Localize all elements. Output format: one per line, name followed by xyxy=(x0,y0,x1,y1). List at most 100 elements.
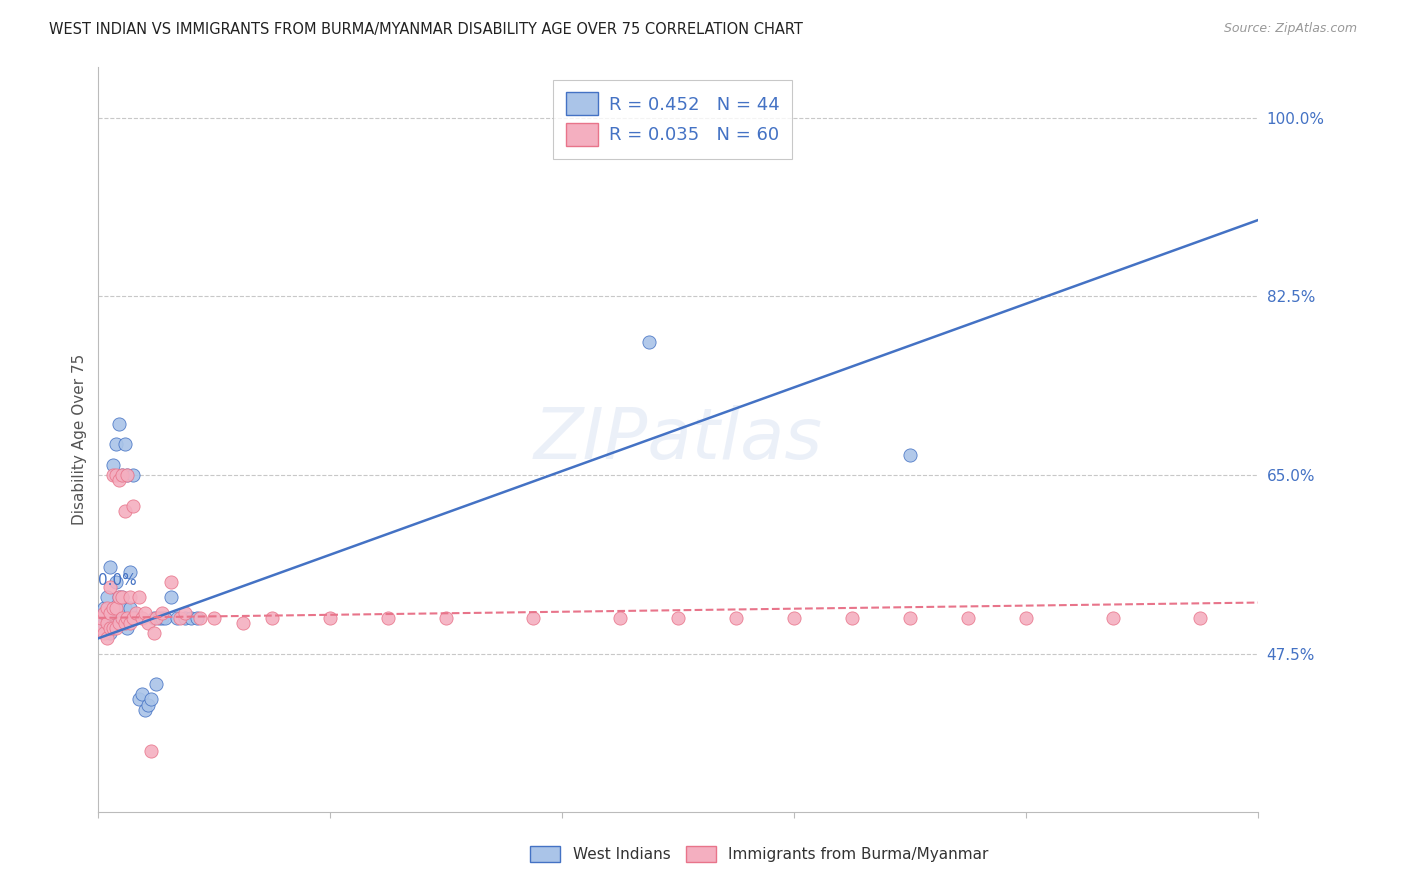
Point xyxy=(117,468,139,483)
Point xyxy=(139,692,162,706)
Point xyxy=(93,615,115,630)
Point xyxy=(101,615,124,630)
Point xyxy=(131,687,153,701)
Point xyxy=(93,626,115,640)
Point xyxy=(436,611,458,625)
Point xyxy=(104,621,127,635)
Point xyxy=(262,611,284,625)
Point xyxy=(725,611,748,625)
Point xyxy=(122,611,145,625)
Point xyxy=(117,468,139,483)
Point xyxy=(93,606,115,620)
Point xyxy=(122,611,145,625)
Point xyxy=(319,611,342,625)
Point xyxy=(104,611,127,625)
Point xyxy=(120,615,142,630)
Point xyxy=(101,458,124,472)
Point xyxy=(90,621,112,635)
Point xyxy=(96,591,118,605)
Point xyxy=(188,611,211,625)
Point xyxy=(841,611,863,625)
Point xyxy=(117,611,139,625)
Point xyxy=(104,437,127,451)
Point xyxy=(114,504,136,518)
Point xyxy=(232,615,254,630)
Point xyxy=(101,468,124,483)
Point xyxy=(145,611,167,625)
Point xyxy=(148,611,170,625)
Point xyxy=(160,591,183,605)
Point xyxy=(111,611,132,625)
Point xyxy=(120,600,142,615)
Point xyxy=(900,448,922,462)
Legend: R = 0.452   N = 44, R = 0.035   N = 60: R = 0.452 N = 44, R = 0.035 N = 60 xyxy=(553,79,792,159)
Point xyxy=(117,621,139,635)
Point xyxy=(107,591,129,605)
Point xyxy=(136,615,159,630)
Point xyxy=(174,611,197,625)
Point xyxy=(96,615,118,630)
Point xyxy=(111,591,132,605)
Point xyxy=(134,703,156,717)
Point xyxy=(96,632,118,646)
Point xyxy=(98,626,121,640)
Point xyxy=(609,611,631,625)
Point xyxy=(114,437,136,451)
Point xyxy=(128,591,150,605)
Point xyxy=(957,611,980,625)
Text: WEST INDIAN VS IMMIGRANTS FROM BURMA/MYANMAR DISABILITY AGE OVER 75 CORRELATION : WEST INDIAN VS IMMIGRANTS FROM BURMA/MYA… xyxy=(49,22,803,37)
Point xyxy=(98,606,121,620)
Point xyxy=(111,611,132,625)
Point xyxy=(125,611,148,625)
Point xyxy=(96,600,118,615)
Point xyxy=(128,692,150,706)
Point xyxy=(1015,611,1038,625)
Point xyxy=(107,615,129,630)
Legend: West Indians, Immigrants from Burma/Myanmar: West Indians, Immigrants from Burma/Myan… xyxy=(523,840,995,868)
Point xyxy=(111,468,132,483)
Point xyxy=(131,611,153,625)
Point xyxy=(150,606,173,620)
Point xyxy=(638,335,661,350)
Point xyxy=(114,615,136,630)
Point xyxy=(134,606,156,620)
Point xyxy=(666,611,689,625)
Point xyxy=(98,559,121,574)
Point xyxy=(153,611,176,625)
Point xyxy=(174,606,197,620)
Point xyxy=(98,621,121,635)
Point xyxy=(783,611,806,625)
Point xyxy=(900,611,922,625)
Point xyxy=(160,575,183,590)
Point xyxy=(98,580,121,594)
Point xyxy=(90,611,112,625)
Y-axis label: Disability Age Over 75: Disability Age Over 75 xyxy=(72,354,87,524)
Point xyxy=(169,611,191,625)
Point xyxy=(166,611,188,625)
Point xyxy=(90,611,112,625)
Point xyxy=(96,621,118,635)
Point xyxy=(204,611,226,625)
Point xyxy=(107,473,129,487)
Point xyxy=(98,606,121,620)
Point xyxy=(93,600,115,615)
Point xyxy=(107,417,129,431)
Point xyxy=(111,591,132,605)
Point xyxy=(522,611,544,625)
Point xyxy=(122,468,145,483)
Point xyxy=(1102,611,1125,625)
Point xyxy=(142,611,165,625)
Point xyxy=(101,600,124,615)
Point xyxy=(120,591,142,605)
Point xyxy=(136,698,159,712)
Point xyxy=(125,606,148,620)
Point xyxy=(101,621,124,635)
Point xyxy=(180,611,202,625)
Point xyxy=(142,626,165,640)
Point xyxy=(122,499,145,513)
Point xyxy=(150,611,173,625)
Point xyxy=(107,591,129,605)
Point xyxy=(104,600,127,615)
Point xyxy=(1189,611,1212,625)
Point xyxy=(111,468,132,483)
